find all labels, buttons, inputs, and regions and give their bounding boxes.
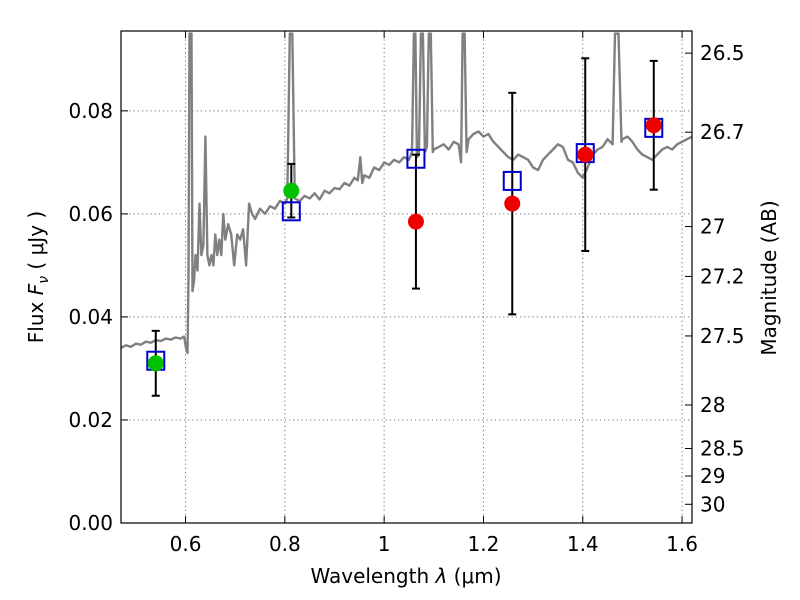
- model-flux-square: [281, 201, 301, 222]
- x-tick-label: 0.8: [269, 532, 301, 556]
- x-axis-label: Wavelength λ (μm): [310, 564, 501, 588]
- spectrum-line: [121, 32, 692, 355]
- x-tick-label: 1.6: [666, 532, 698, 556]
- axis-ticks: 0.6 0.8 1 1.2 1.4 1.6 0.00 0.02 0.04 0.06 0.08 26.5…: [68, 31, 745, 556]
- y2-tick-label: 28: [700, 393, 725, 417]
- y-tick-label: 0.04: [68, 305, 113, 329]
- measured-flux-point: [283, 182, 300, 199]
- y2-tick-label: 26.5: [700, 41, 745, 65]
- measured-flux-point: [407, 213, 424, 230]
- y2-tick-label: 30: [700, 492, 725, 516]
- model-flux-square: [502, 170, 522, 191]
- y2-tick-label: 27.2: [700, 264, 745, 288]
- secondary-y-axis-label: Magnitude (AB): [757, 200, 781, 355]
- measured-flux-point: [504, 195, 521, 212]
- x-tick-label: 1.2: [468, 532, 500, 556]
- x-tick-label: 1: [378, 532, 391, 556]
- y2-tick-label: 29: [700, 464, 725, 488]
- model-flux-square: [406, 148, 426, 169]
- y2-tick-label: 27.5: [700, 324, 745, 348]
- y-tick-label: 0.08: [68, 99, 113, 123]
- plot-frame: [120, 30, 693, 524]
- y2-tick-label: 28.5: [700, 437, 745, 461]
- y-tick-label: 0.02: [68, 408, 113, 432]
- plot-area: [121, 32, 692, 397]
- y-tick-label: 0.06: [68, 202, 113, 226]
- y-tick-label: 0.00: [68, 511, 113, 535]
- y2-tick-label: 27: [700, 215, 725, 239]
- measured-flux-point: [577, 146, 594, 163]
- measured-flux-point: [645, 117, 662, 134]
- x-tick-label: 0.6: [170, 532, 202, 556]
- y2-tick-label: 26.7: [700, 120, 745, 144]
- x-tick-label: 1.4: [567, 532, 599, 556]
- y-axis-label: Flux Fν ( μJy ): [24, 211, 52, 343]
- measured-flux-point: [147, 355, 164, 372]
